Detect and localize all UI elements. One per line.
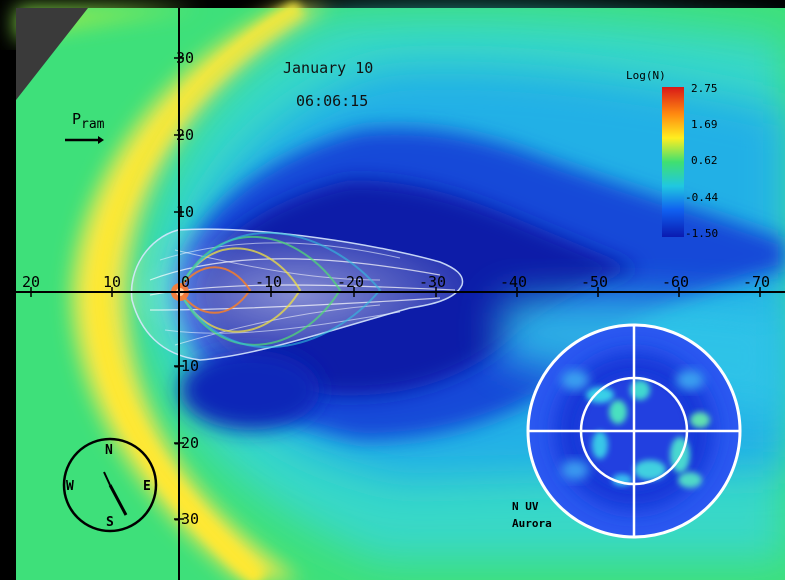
compass-w: W bbox=[66, 479, 74, 494]
colorbar-tick: 2.75 bbox=[691, 82, 718, 95]
colorbar-tick: -0.44 bbox=[685, 191, 718, 204]
colorbar-gradient bbox=[662, 87, 684, 237]
colorbar: Log(N) 2.75 1.69 0.62 -0.44 -1.50 bbox=[626, 69, 718, 240]
compass-ring bbox=[62, 437, 158, 533]
x-axis-labels: 20 10 0 -10 -20 -30 -40 -50 -60 -70 bbox=[22, 273, 770, 291]
y-axis-labels: 30 20 10 -10 -20 -30 bbox=[172, 49, 199, 528]
x-tick-label: -30 bbox=[419, 273, 446, 291]
x-tick-label: 0 bbox=[181, 273, 190, 291]
x-tick-label: -20 bbox=[337, 273, 364, 291]
y-tick-label: -20 bbox=[172, 434, 199, 452]
colorbar-tick: 0.62 bbox=[691, 154, 718, 167]
timestamp: January 10 06:06:15 bbox=[283, 59, 373, 110]
compass-s: S bbox=[106, 515, 114, 530]
y-tick-label: -30 bbox=[172, 510, 199, 528]
compass: N S E W bbox=[62, 437, 158, 533]
x-tick-label: 20 bbox=[22, 273, 40, 291]
solar-wind-pressure-indicator: Pram bbox=[65, 110, 105, 144]
colorbar-title: Log(N) bbox=[626, 69, 666, 82]
x-tick-label: -10 bbox=[255, 273, 282, 291]
colorbar-tick: -1.50 bbox=[685, 227, 718, 240]
y-tick-label: 20 bbox=[176, 126, 194, 144]
x-tick-label: -40 bbox=[500, 273, 527, 291]
x-tick-label: -60 bbox=[662, 273, 689, 291]
colorbar-tick: 1.69 bbox=[691, 118, 718, 131]
aurora-polar-plot: N UV Aurora bbox=[512, 323, 742, 539]
magnetotail-surface bbox=[130, 228, 464, 361]
compass-needle-icon bbox=[108, 484, 128, 516]
date-label: January 10 bbox=[283, 59, 373, 77]
aurora-label-line1: N UV bbox=[512, 500, 539, 513]
y-tick-label: -10 bbox=[172, 357, 199, 375]
axes bbox=[16, 8, 785, 580]
compass-e: E bbox=[143, 479, 151, 494]
time-label: 06:06:15 bbox=[296, 92, 368, 110]
aurora-label-line2: Aurora bbox=[512, 517, 552, 530]
x-tick-label: 10 bbox=[103, 273, 121, 291]
y-tick-label: 30 bbox=[176, 49, 194, 67]
y-tick-label: 10 bbox=[176, 203, 194, 221]
x-tick-label: -50 bbox=[581, 273, 608, 291]
pram-label: Pram bbox=[72, 110, 105, 132]
x-tick-label: -70 bbox=[743, 273, 770, 291]
compass-n: N bbox=[105, 443, 113, 458]
